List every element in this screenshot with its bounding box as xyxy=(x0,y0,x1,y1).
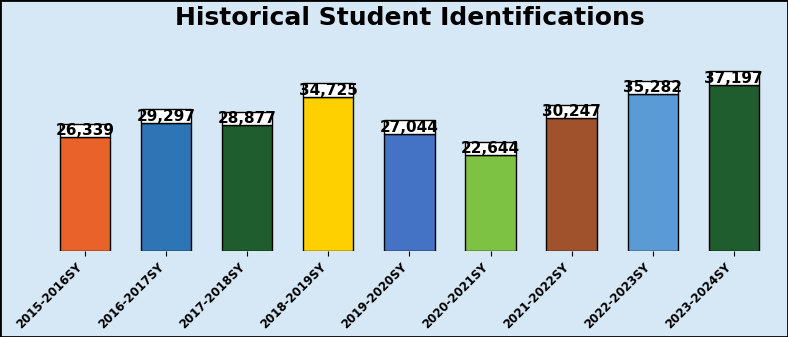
Bar xyxy=(627,81,678,94)
Text: 26,339: 26,339 xyxy=(56,123,114,138)
Text: 27,044: 27,044 xyxy=(380,120,439,134)
Bar xyxy=(708,85,759,251)
Bar xyxy=(385,120,434,134)
Text: 34,725: 34,725 xyxy=(299,83,358,97)
Bar xyxy=(303,97,354,251)
Text: 37,197: 37,197 xyxy=(704,70,763,86)
Bar xyxy=(60,124,110,137)
Bar xyxy=(303,83,354,97)
Text: 29,297: 29,297 xyxy=(136,109,195,124)
Text: 28,877: 28,877 xyxy=(217,111,277,126)
Bar xyxy=(547,118,597,251)
Bar xyxy=(466,155,515,251)
Bar xyxy=(627,94,678,251)
Bar xyxy=(141,110,191,123)
Text: 30,247: 30,247 xyxy=(542,104,601,119)
Bar xyxy=(222,112,273,125)
Bar xyxy=(222,125,273,251)
Bar xyxy=(547,105,597,118)
Text: 35,282: 35,282 xyxy=(623,80,682,95)
Bar xyxy=(141,123,191,251)
Title: Historical Student Identifications: Historical Student Identifications xyxy=(175,5,645,30)
Bar xyxy=(466,142,515,155)
Bar xyxy=(385,134,434,251)
Bar xyxy=(60,137,110,251)
Text: 22,644: 22,644 xyxy=(461,141,520,156)
Bar xyxy=(708,71,759,85)
